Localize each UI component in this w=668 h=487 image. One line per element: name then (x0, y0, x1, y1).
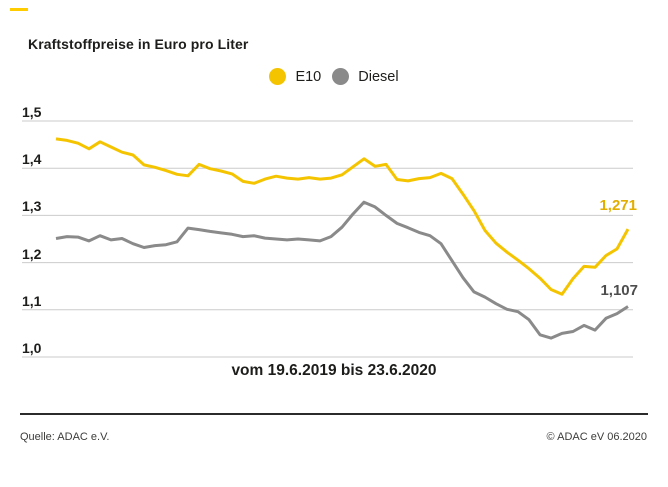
legend-item-e10: E10 (269, 68, 321, 85)
y-axis-label: 1,2 (22, 245, 42, 262)
footer-divider (20, 413, 648, 415)
legend-label-e10: E10 (295, 68, 322, 85)
x-axis-caption: vom 19.6.2019 bis 23.6.2020 (231, 362, 437, 379)
chart-title: Kraftstoffpreise in Euro pro Liter (28, 36, 249, 52)
copyright-note: © ADAC eV 06.2020 (546, 431, 647, 443)
y-axis-label: 1,4 (22, 151, 42, 168)
legend-item-diesel: Diesel (332, 68, 399, 85)
y-axis-label: 1,5 (22, 104, 42, 120)
y-axis-label: 1,1 (22, 292, 42, 309)
y-axis-label: 1,0 (22, 340, 42, 356)
e10-line (55, 137, 630, 296)
chart-legend: E10 Diesel (0, 68, 668, 85)
e10-dot-icon (269, 68, 287, 85)
legend-label-diesel: Diesel (358, 68, 399, 85)
diesel-end-value-label: 1,107 (600, 282, 638, 299)
brand-dash (10, 8, 28, 11)
diesel-line (55, 200, 629, 340)
source-note: Quelle: ADAC e.V. (20, 431, 110, 443)
diesel-dot-icon (332, 68, 350, 85)
y-axis-label: 1,3 (22, 198, 42, 215)
e10-end-value-label: 1,271 (599, 197, 637, 214)
